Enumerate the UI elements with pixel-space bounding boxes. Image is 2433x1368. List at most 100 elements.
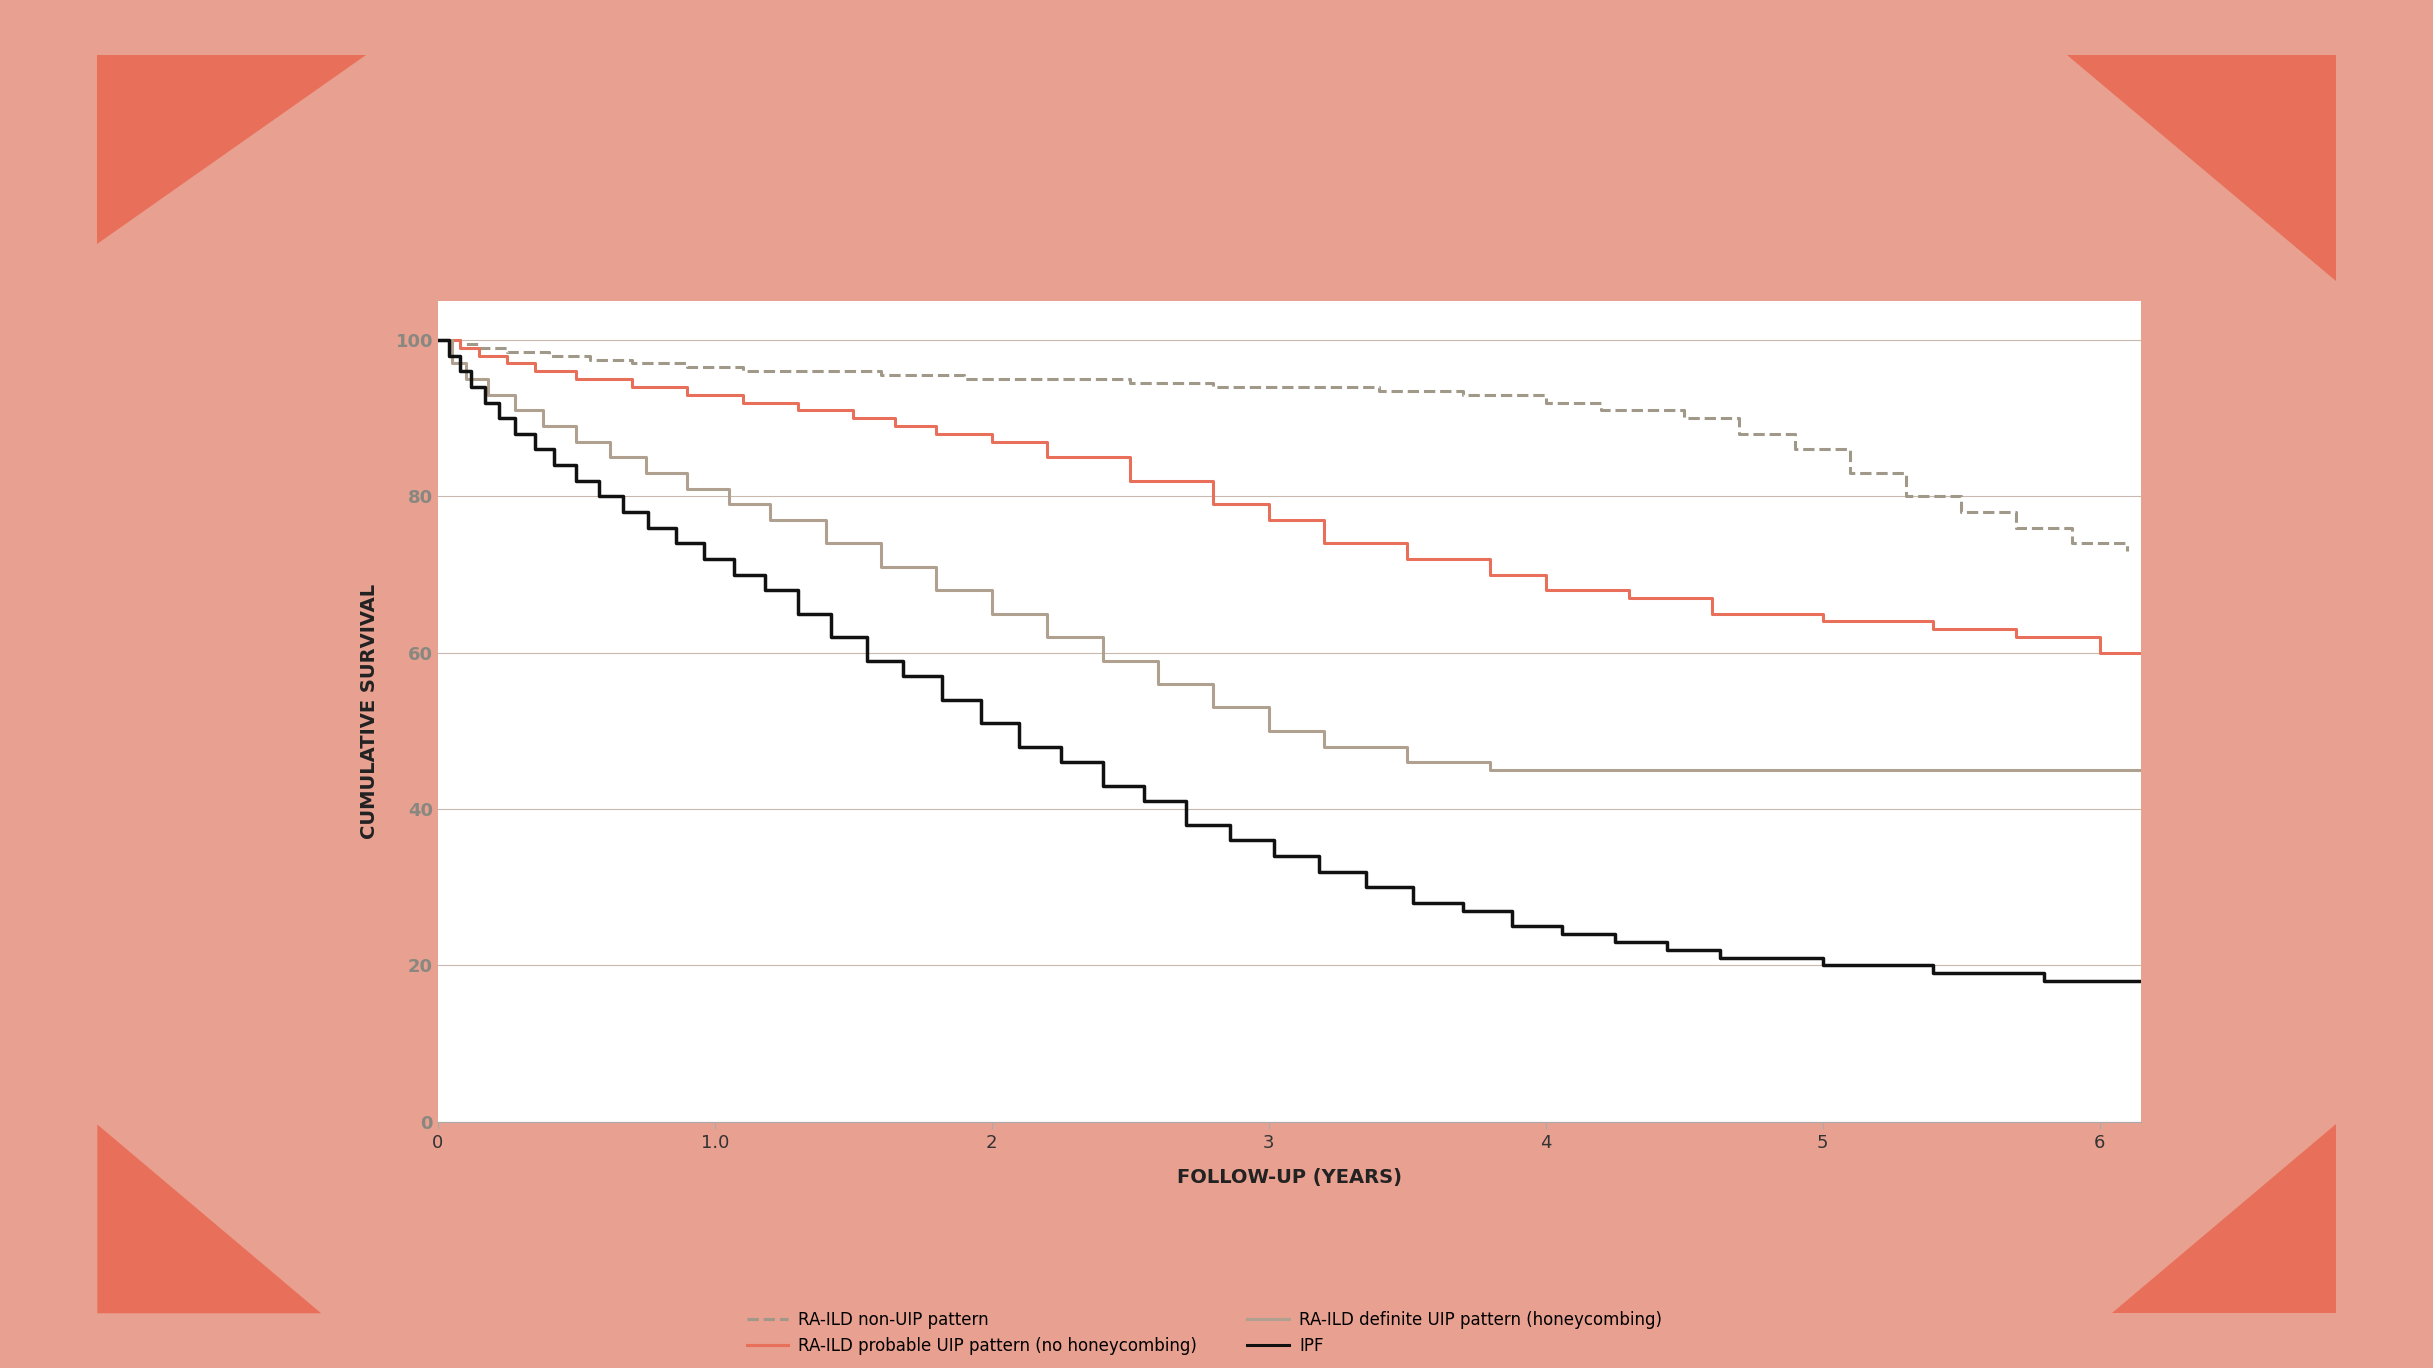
RA-ILD non-UIP pattern [491,343,521,360]
IPF [1973,964,2002,981]
RA-ILD definite UIP pattern (honeycombing) [810,535,839,551]
RA-ILD non-UIP pattern [1669,410,1698,427]
Line: RA-ILD probable UIP pattern (no honeycombing): RA-ILD probable UIP pattern (no honeycom… [438,341,2141,653]
IPF [1170,817,1199,833]
RA-ILD non-UIP pattern [1282,379,1311,395]
IPF [540,457,569,473]
RA-ILD probable UIP pattern (no honeycombing) [1808,613,1837,629]
RA-ILD non-UIP pattern [535,347,564,364]
IPF [1761,949,1791,966]
RA-ILD probable UIP pattern (no honeycombing) [423,332,453,349]
RA-ILD definite UIP pattern (honeycombing) [423,332,453,349]
RA-ILD non-UIP pattern [727,363,757,379]
IPF [470,394,499,410]
RA-ILD definite UIP pattern (honeycombing) [672,480,701,497]
Line: IPF: IPF [438,341,2141,981]
IPF [2126,973,2156,989]
RA-ILD probable UIP pattern (no honeycombing) [1199,497,1229,513]
RA-ILD probable UIP pattern (no honeycombing) [562,371,591,387]
IPF [608,503,637,520]
RA-ILD probable UIP pattern (no honeycombing) [491,356,521,372]
RA-ILD non-UIP pattern [1890,488,1920,505]
RA-ILD non-UIP pattern [618,356,647,372]
IPF [635,520,664,536]
RA-ILD definite UIP pattern (honeycombing) [757,512,786,528]
IPF [1399,895,1428,911]
RA-ILD definite UIP pattern (honeycombing) [715,497,744,513]
Polygon shape [2112,1124,2336,1313]
RA-ILD probable UIP pattern (no honeycombing) [727,394,757,410]
IPF [689,551,718,568]
RA-ILD probable UIP pattern (no honeycombing) [521,363,550,379]
RA-ILD definite UIP pattern (honeycombing) [630,465,659,482]
RA-ILD definite UIP pattern (honeycombing) [472,387,501,404]
RA-ILD non-UIP pattern [672,360,701,376]
RA-ILD probable UIP pattern (no honeycombing) [1613,590,1642,606]
IPF [445,363,474,379]
RA-ILD probable UIP pattern (no honeycombing) [618,379,647,395]
Legend: RA-ILD non-UIP pattern, RA-ILD probable UIP pattern (no honeycombing), RA-ILD de: RA-ILD non-UIP pattern, RA-ILD probable … [747,1311,1662,1354]
IPF [1920,964,1949,981]
RA-ILD definite UIP pattern (honeycombing) [922,581,951,598]
IPF [521,442,550,458]
RA-ILD non-UIP pattern [1530,394,1560,410]
RA-ILD non-UIP pattern [1032,371,1061,387]
RA-ILD definite UIP pattern (honeycombing) [1392,754,1421,770]
RA-ILD definite UIP pattern (honeycombing) [1530,762,1560,778]
RA-ILD probable UIP pattern (no honeycombing) [1530,581,1560,598]
RA-ILD non-UIP pattern [1365,383,1394,399]
RA-ILD non-UIP pattern [1946,503,1976,520]
RA-ILD non-UIP pattern [2058,535,2088,551]
RA-ILD non-UIP pattern [1834,465,1864,482]
RA-ILD non-UIP pattern [1199,379,1229,395]
RA-ILD probable UIP pattern (no honeycombing) [1392,551,1421,568]
RA-ILD non-UIP pattern [866,367,895,383]
IPF [584,488,613,505]
Y-axis label: CUMULATIVE SURVIVAL: CUMULATIVE SURVIVAL [360,584,380,839]
RA-ILD definite UIP pattern (honeycombing) [528,417,557,434]
IPF [966,715,995,732]
RA-ILD definite UIP pattern (honeycombing) [1253,722,1282,739]
RA-ILD definite UIP pattern (honeycombing) [2126,762,2156,778]
IPF [1350,880,1380,896]
IPF [2085,973,2114,989]
RA-ILD non-UIP pattern [1117,375,1146,391]
RA-ILD non-UIP pattern [1781,442,1810,458]
IPF [749,581,779,598]
IPF [1260,848,1289,865]
RA-ILD non-UIP pattern [577,352,606,368]
RA-ILD probable UIP pattern (no honeycombing) [1117,472,1146,488]
RA-ILD non-UIP pattern [423,332,453,349]
RA-ILD definite UIP pattern (honeycombing) [1199,699,1229,715]
RA-ILD probable UIP pattern (no honeycombing) [2044,629,2073,646]
RA-ILD non-UIP pattern [2002,520,2032,536]
RA-ILD non-UIP pattern [1725,425,1754,442]
IPF [1304,863,1333,880]
RA-ILD non-UIP pattern [445,335,474,352]
RA-ILD probable UIP pattern (no honeycombing) [1309,535,1338,551]
IPF [783,606,813,622]
RA-ILD probable UIP pattern (no honeycombing) [2126,644,2156,661]
RA-ILD probable UIP pattern (no honeycombing) [881,417,910,434]
Polygon shape [2068,55,2336,282]
IPF [1706,949,1735,966]
RA-ILD definite UIP pattern (honeycombing) [1586,762,1616,778]
IPF [1448,903,1477,919]
X-axis label: FOLLOW-UP (YEARS): FOLLOW-UP (YEARS) [1178,1168,1401,1187]
RA-ILD definite UIP pattern (honeycombing) [450,371,479,387]
RA-ILD probable UIP pattern (no honeycombing) [465,347,494,364]
RA-ILD definite UIP pattern (honeycombing) [1088,653,1117,669]
RA-ILD probable UIP pattern (no honeycombing) [922,425,951,442]
RA-ILD probable UIP pattern (no honeycombing) [1253,512,1282,528]
RA-ILD definite UIP pattern (honeycombing) [978,606,1007,622]
IPF [436,347,465,364]
RA-ILD non-UIP pattern [1586,402,1616,419]
RA-ILD definite UIP pattern (honeycombing) [501,402,530,419]
IPF [927,691,956,707]
IPF [562,472,591,488]
Line: RA-ILD definite UIP pattern (honeycombing): RA-ILD definite UIP pattern (honeycombin… [438,341,2141,770]
RA-ILD definite UIP pattern (honeycombing) [1144,676,1173,692]
RA-ILD probable UIP pattern (no honeycombing) [1477,566,1506,583]
RA-ILD definite UIP pattern (honeycombing) [1032,629,1061,646]
RA-ILD probable UIP pattern (no honeycombing) [2085,644,2114,661]
